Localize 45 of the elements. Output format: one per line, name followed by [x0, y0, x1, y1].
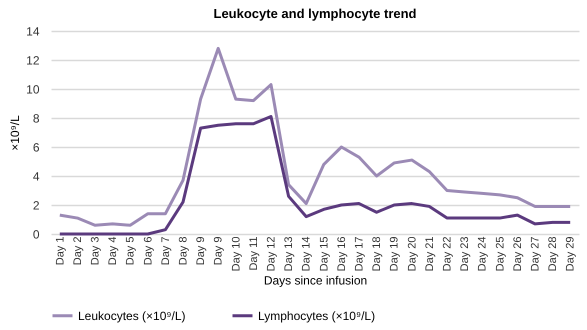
line-series — [58, 115, 572, 236]
x-tick-label: Day 24 — [476, 236, 489, 272]
x-tick-label: Day 18 — [371, 236, 384, 272]
x-tick-label: Day 20 — [406, 236, 418, 272]
x-tick-label: Day 14 — [300, 236, 313, 272]
x-tick-label: Day 8 — [178, 236, 190, 266]
y-tick-label: 8 — [32, 112, 40, 126]
x-tick-label: Day 13 — [283, 236, 296, 272]
legend-label: Leukocytes (×10⁹/L) — [78, 308, 186, 323]
x-tick-label: Day 23 — [459, 236, 472, 272]
x-tick-label: Day 6 — [142, 236, 154, 266]
y-tick-label: 14 — [26, 24, 40, 38]
x-tick-label: Day 26 — [512, 236, 524, 272]
x-tick-label: Day 10 — [230, 236, 242, 272]
y-axis-title: ×10⁹/L — [8, 114, 22, 151]
legend-label: Lymphocytes (×10⁹/L) — [258, 308, 376, 323]
x-tick-label: Day 7 — [160, 236, 172, 266]
x-tick-label: Day 15 — [318, 236, 330, 272]
y-tick-label: 4 — [32, 170, 40, 184]
x-axis-title: Days since infusion — [264, 273, 368, 288]
x-tick-label: Day 2 — [72, 236, 84, 266]
x-tick-label: Day 4 — [107, 236, 120, 266]
x-tick-label: Day 9 — [195, 236, 208, 266]
y-tick-label: 6 — [32, 140, 40, 154]
x-tick-label: Day 3 — [90, 236, 102, 266]
x-tick-label: Day 9 — [212, 236, 225, 266]
line-series — [58, 46, 572, 227]
x-tick-label: Day 29 — [564, 236, 577, 272]
x-tick-label: Day 17 — [354, 236, 366, 272]
y-tick-label: 10 — [26, 82, 40, 96]
x-tick-label: Day 28 — [547, 236, 560, 272]
x-tick-label: Day 12 — [266, 236, 278, 272]
x-tick-label: Day 16 — [336, 236, 348, 272]
x-tick-label: Day 19 — [388, 236, 401, 272]
y-tick-label: 12 — [26, 54, 40, 68]
x-tick-label: Day 1 — [54, 236, 66, 266]
y-tick-label: 2 — [32, 198, 40, 212]
y-tick-label: 0 — [32, 228, 40, 242]
x-tick-label: Day 22 — [442, 236, 454, 272]
x-tick-label: Day 27 — [530, 236, 542, 272]
x-tick-label: Day 21 — [424, 236, 436, 272]
chart-title: Leukocyte and lymphocyte trend — [214, 6, 417, 21]
x-tick-label: Day 11 — [248, 236, 260, 271]
x-tick-label: Day 5 — [124, 236, 137, 266]
x-tick-label: Day 25 — [494, 236, 506, 272]
